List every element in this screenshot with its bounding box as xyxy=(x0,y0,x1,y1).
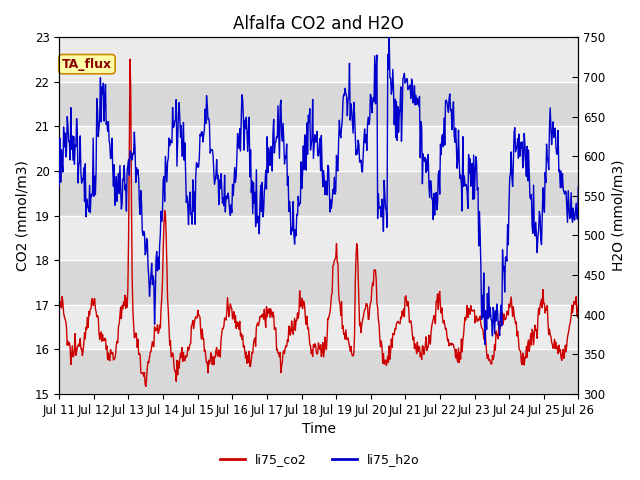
Line: li75_co2: li75_co2 xyxy=(60,60,579,386)
li75_co2 xyxy=(142,384,150,389)
Y-axis label: CO2 (mmol/m3): CO2 (mmol/m3) xyxy=(15,160,29,271)
li75_h2o xyxy=(397,138,405,144)
li75_co2 xyxy=(383,360,391,366)
li75_h2o xyxy=(385,35,393,40)
Legend: li75_co2, li75_h2o: li75_co2, li75_h2o xyxy=(215,448,425,471)
li75_co2 xyxy=(126,57,134,62)
X-axis label: Time: Time xyxy=(302,422,336,436)
li75_h2o xyxy=(481,342,489,348)
li75_h2o xyxy=(171,118,179,124)
li75_co2 xyxy=(575,303,582,309)
Text: TA_flux: TA_flux xyxy=(62,58,112,71)
li75_co2 xyxy=(398,308,406,314)
li75_h2o xyxy=(575,184,582,190)
Bar xyxy=(60,349,579,394)
Line: li75_h2o: li75_h2o xyxy=(60,37,579,345)
li75_co2 xyxy=(172,378,180,384)
Bar xyxy=(60,171,579,216)
li75_h2o xyxy=(381,205,389,211)
li75_co2 xyxy=(65,343,72,348)
Bar xyxy=(60,82,579,127)
li75_co2 xyxy=(200,336,207,341)
li75_h2o xyxy=(56,184,63,190)
Y-axis label: H2O (mmol/m3): H2O (mmol/m3) xyxy=(611,160,625,271)
li75_h2o xyxy=(65,139,72,144)
Bar xyxy=(60,260,579,305)
li75_co2 xyxy=(118,303,126,309)
li75_co2 xyxy=(56,303,63,309)
Title: Alfalfa CO2 and H2O: Alfalfa CO2 and H2O xyxy=(234,15,404,33)
li75_h2o xyxy=(198,129,206,134)
li75_h2o xyxy=(118,201,126,207)
